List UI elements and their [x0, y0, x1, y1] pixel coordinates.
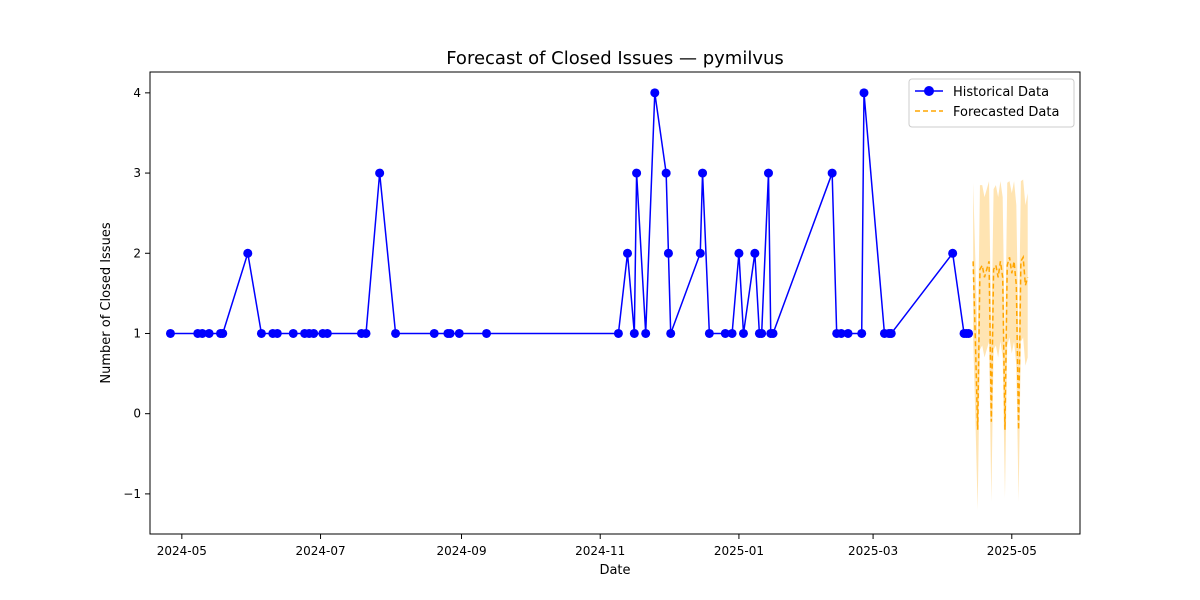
- y-axis-label: Number of Closed Issues: [99, 222, 114, 383]
- legend-forecast-label: Forecasted Data: [953, 105, 1059, 120]
- forecast-confidence-band: [973, 179, 1028, 510]
- historical-data-point: [429, 328, 439, 338]
- y-tick-label: 3: [133, 166, 141, 180]
- historical-data-point: [641, 328, 651, 338]
- historical-data-point: [322, 328, 332, 338]
- historical-data-point: [256, 328, 266, 338]
- legend: Historical Data Forecasted Data: [908, 78, 1075, 128]
- historical-data-point: [613, 328, 623, 338]
- x-tick-label: 2025-01: [714, 544, 764, 558]
- historical-data-point: [482, 328, 492, 338]
- historical-data-point: [391, 328, 401, 338]
- x-tick-label: 2025-05: [987, 544, 1037, 558]
- x-tick-label: 2024-05: [157, 544, 207, 558]
- historical-data-point: [666, 328, 676, 338]
- historical-data-point: [454, 328, 464, 338]
- historical-data-point: [445, 328, 455, 338]
- historical-data-point: [843, 328, 853, 338]
- historical-data-point: [272, 328, 282, 338]
- historical-data-point: [857, 328, 867, 338]
- historical-data-point: [629, 328, 639, 338]
- historical-data-point: [734, 248, 744, 258]
- forecast-line: [972, 254, 1029, 430]
- historical-data-point: [859, 88, 869, 98]
- y-tick-label: −1: [123, 487, 141, 501]
- historical-data-point: [204, 328, 214, 338]
- forecast-line-layer: [972, 254, 1029, 430]
- historical-data-point: [695, 248, 705, 258]
- historical-data-point: [757, 328, 767, 338]
- historical-data-point: [763, 168, 773, 178]
- y-tick-label: 1: [133, 326, 141, 340]
- x-tick-label: 2024-07: [295, 544, 345, 558]
- historical-data-point: [375, 168, 385, 178]
- historical-data-point: [361, 328, 371, 338]
- historical-data-point: [704, 328, 714, 338]
- legend-box: [908, 78, 1075, 128]
- historical-data-point: [288, 328, 298, 338]
- y-tick-label: 2: [133, 246, 141, 260]
- x-tick-label: 2025-03: [848, 544, 898, 558]
- historical-data-point: [650, 88, 660, 98]
- historical-data-point: [827, 168, 837, 178]
- historical-data-point: [720, 328, 730, 338]
- forecast-confidence-band-layer: [973, 179, 1028, 510]
- x-tick-label: 2024-11: [575, 544, 625, 558]
- historical-series-layer: [165, 88, 974, 338]
- historical-data-point: [836, 328, 846, 338]
- historical-data-point: [197, 328, 207, 338]
- x-tick-label: 2024-09: [436, 544, 486, 558]
- historical-data-point: [886, 328, 896, 338]
- legend-historical-marker: [924, 86, 934, 96]
- historical-data-point: [243, 248, 253, 258]
- historical-data-point: [663, 248, 673, 258]
- y-axis-ticks: −1 0 1 2 3 4: [123, 86, 150, 501]
- legend-historical-label: Historical Data: [953, 85, 1049, 100]
- historical-data-point: [727, 328, 737, 338]
- historical-data-point: [218, 328, 228, 338]
- historical-data-point: [750, 248, 760, 258]
- x-axis-label: Date: [599, 563, 630, 578]
- historical-data-point: [661, 168, 671, 178]
- historical-data-point: [698, 168, 708, 178]
- historical-data-point: [948, 248, 958, 258]
- historical-data-point: [964, 328, 974, 338]
- historical-data-point: [768, 328, 778, 338]
- chart-title: Forecast of Closed Issues — pymilvus: [446, 48, 784, 69]
- historical-data-point: [632, 168, 642, 178]
- historical-data-point: [309, 328, 319, 338]
- y-tick-label: 4: [133, 86, 141, 100]
- historical-data-point: [165, 328, 175, 338]
- historical-data-point: [738, 328, 748, 338]
- plot-frame: [149, 71, 1081, 535]
- y-tick-label: 0: [133, 407, 141, 421]
- historical-data-point: [623, 248, 633, 258]
- x-axis-ticks: 2024-05 2024-07 2024-09 2024-11 2025-01 2025-…: [157, 534, 1037, 558]
